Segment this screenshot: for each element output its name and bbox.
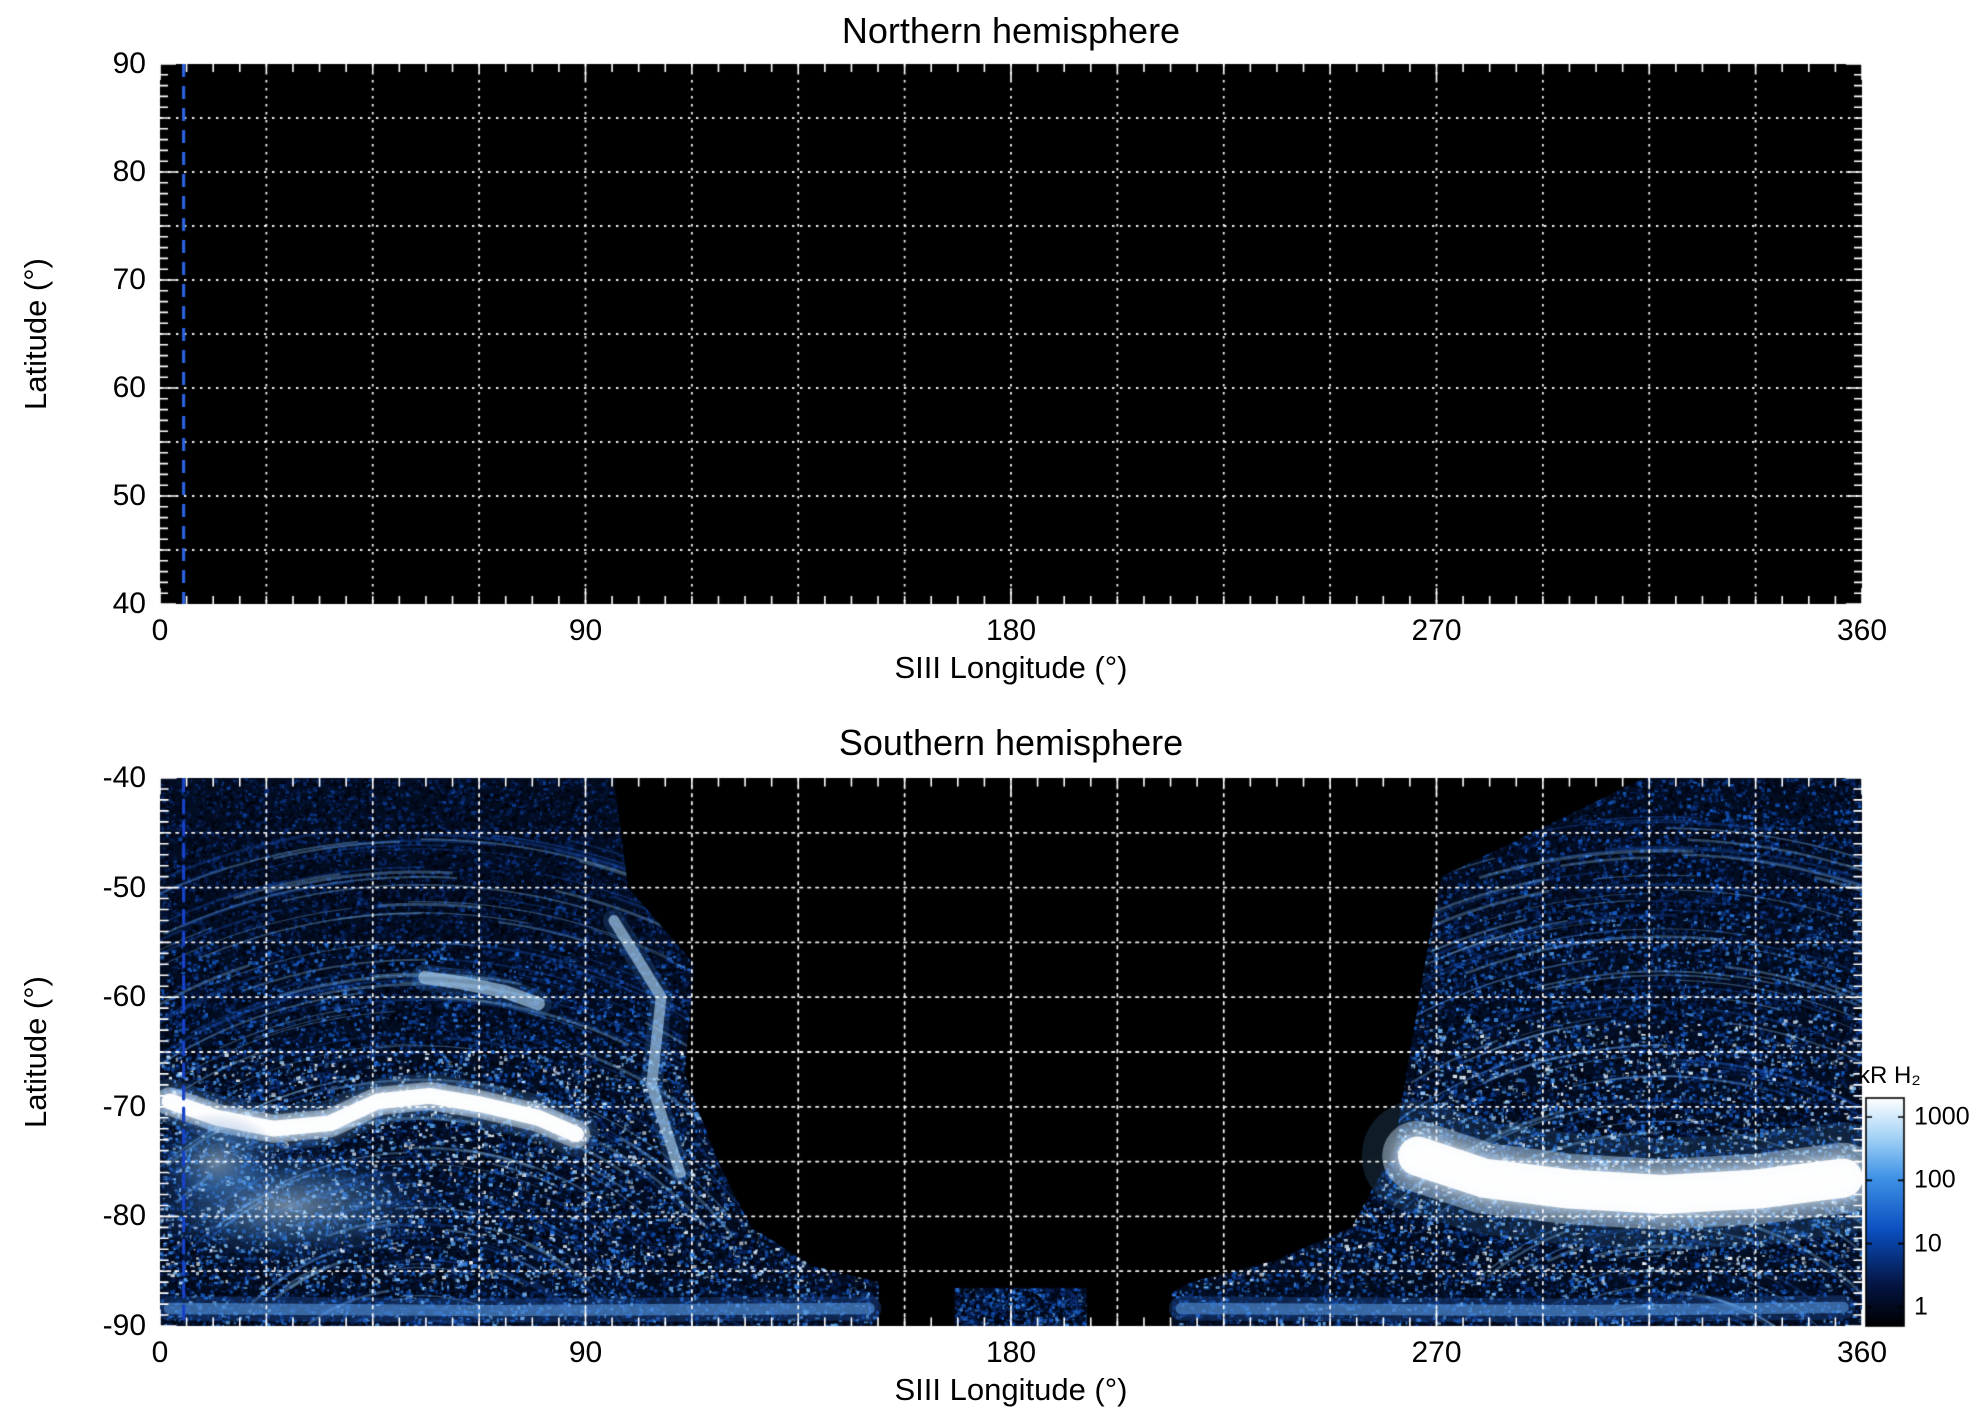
north-x-axis-label: SIII Longitude (°) <box>894 650 1128 685</box>
north-y-axis-label: Latitude (°) <box>18 258 53 410</box>
north-title: Northern hemisphere <box>841 10 1181 51</box>
south-x-axis-label: SIII Longitude (°) <box>894 1372 1128 1407</box>
south-title: Southern hemisphere <box>838 722 1184 763</box>
colorbar-label: kR H₂ <box>1858 1062 1921 1089</box>
south-y-axis-label: Latitude (°) <box>18 976 53 1128</box>
